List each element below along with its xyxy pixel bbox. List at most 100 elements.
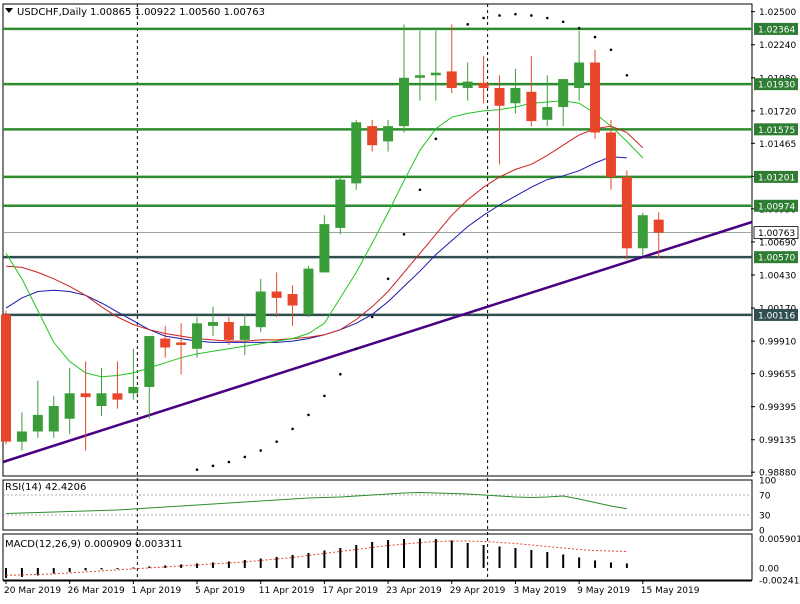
rsi-tick-label: 70 [759, 492, 771, 502]
candle-bearish[interactable] [160, 338, 171, 348]
candle-bearish[interactable] [605, 132, 616, 178]
level-tag [754, 308, 798, 321]
level-tag-label: 1.01930 [758, 81, 795, 91]
time-tick-label: 17 Apr 2019 [322, 586, 378, 596]
macd-histogram-bar [562, 554, 565, 568]
time-axis: 20 Mar 2019 26 Mar 2019 1 Apr 2019 5 Apr 20… [3, 580, 752, 596]
candle-bullish[interactable] [319, 224, 330, 273]
level-tag-label: 1.00570 [758, 254, 795, 264]
candle-bullish[interactable] [462, 81, 473, 88]
candle-bullish[interactable] [303, 268, 314, 315]
macd-histogram-bar [323, 550, 326, 568]
candle-bullish[interactable] [430, 72, 441, 76]
candle-bearish[interactable] [271, 291, 282, 298]
rsi-tick-label: 30 [759, 512, 771, 522]
candle-bearish[interactable] [494, 87, 505, 106]
macd-pane-border [2, 533, 753, 581]
candle-bullish[interactable] [144, 336, 155, 387]
time-tick-label: 9 May 2019 [577, 586, 630, 596]
candle-bullish[interactable] [16, 431, 27, 442]
ohlc-values: 1.00865 1.00922 1.00560 1.00763 [90, 7, 265, 18]
candle-bullish[interactable] [335, 179, 346, 228]
price-pane[interactable]: 1.025001.022401.019801.017201.014651.012… [1, 3, 799, 580]
sar-dot [625, 73, 629, 77]
candle-bearish[interactable] [80, 393, 91, 398]
sar-dot [434, 137, 438, 141]
time-tick-label: 23 Apr 2019 [386, 586, 442, 596]
symbol-label: USDCHF,Daily [17, 7, 87, 18]
macd-histogram-bar [403, 538, 405, 568]
macd-histogram-bar [450, 540, 453, 568]
candle-bearish[interactable] [176, 342, 187, 345]
candle-bearish[interactable] [526, 91, 537, 122]
candle-bearish[interactable] [446, 71, 457, 88]
candle-bullish[interactable] [64, 393, 75, 419]
sar-dot [482, 16, 485, 20]
sar-dot [291, 427, 294, 431]
rsi-pane-border [2, 479, 753, 531]
rsi-pane[interactable]: 100 70 30 0 [2, 477, 776, 537]
level-tag [754, 78, 798, 91]
macd-pane[interactable]: 0.005901 0.00 -0.002417 [2, 533, 800, 587]
candle-bullish[interactable] [128, 386, 139, 394]
candle-bullish[interactable] [414, 75, 425, 78]
candle-bullish[interactable] [48, 406, 59, 432]
macd-histogram-bar [36, 567, 39, 576]
candle-bearish[interactable] [478, 82, 489, 88]
candle-bearish[interactable] [1, 314, 11, 442]
macd-histogram-bar [20, 567, 23, 577]
sar-dot [339, 372, 342, 376]
candle-bearish[interactable] [223, 322, 234, 340]
level-tag-label: 1.01575 [758, 126, 795, 136]
candle-bullish[interactable] [383, 126, 394, 142]
moving-average-mid [5, 125, 644, 342]
candle-bullish[interactable] [558, 79, 569, 108]
candle-bearish[interactable] [112, 393, 123, 400]
sar-dot [545, 16, 549, 20]
time-tick-label: 5 Apr 2019 [195, 586, 245, 596]
candle-bullish[interactable] [255, 291, 266, 328]
sar-dot [211, 464, 215, 468]
macd-histogram-bar [339, 547, 342, 568]
price-tick-label: 0.98880 [759, 469, 796, 479]
candle-bearish[interactable] [287, 294, 298, 306]
candle-bearish[interactable] [621, 177, 632, 249]
candle-bullish[interactable] [510, 87, 521, 104]
candle-bullish[interactable] [207, 322, 218, 326]
time-tick-label: 15 May 2019 [641, 586, 700, 596]
macd-histogram-bar [100, 567, 103, 570]
sar-dot [370, 315, 374, 319]
candle-bullish[interactable] [637, 215, 648, 249]
macd-histogram-bar [5, 567, 7, 578]
candle-bullish[interactable] [351, 122, 362, 184]
macd-histogram-bar [307, 552, 310, 568]
level-tag [754, 251, 798, 264]
macd-histogram-bar [546, 551, 549, 568]
candle-bullish[interactable] [192, 323, 203, 349]
macd-histogram-bar [609, 562, 612, 568]
candle-bearish[interactable] [590, 62, 601, 133]
candle-bullish[interactable] [399, 77, 409, 127]
price-tick-label: 0.99655 [759, 370, 796, 380]
candle-bullish[interactable] [574, 62, 585, 88]
candle-bullish[interactable] [542, 107, 553, 120]
level-tag-label: 1.00974 [758, 202, 795, 212]
current-price-label: 1.00763 [758, 229, 795, 239]
macd-histogram-bar [196, 563, 199, 568]
sar-dot [466, 23, 469, 26]
candle-bullish[interactable] [96, 393, 107, 407]
candle-bearish[interactable] [653, 219, 664, 233]
candle-bullish[interactable] [32, 414, 43, 432]
time-tick-label: 1 Apr 2019 [131, 586, 181, 596]
rsi-tick-label: 100 [759, 477, 776, 487]
time-tick-label: 29 Apr 2019 [450, 586, 506, 596]
sar-dot [593, 35, 597, 39]
candle-bullish[interactable] [239, 325, 250, 340]
macd-histogram-bar [164, 565, 167, 568]
sar-dot [354, 347, 358, 351]
level-tag-label: 1.02364 [758, 25, 795, 35]
candle-bearish[interactable] [367, 126, 378, 146]
triangle-down-icon[interactable] [5, 8, 13, 13]
